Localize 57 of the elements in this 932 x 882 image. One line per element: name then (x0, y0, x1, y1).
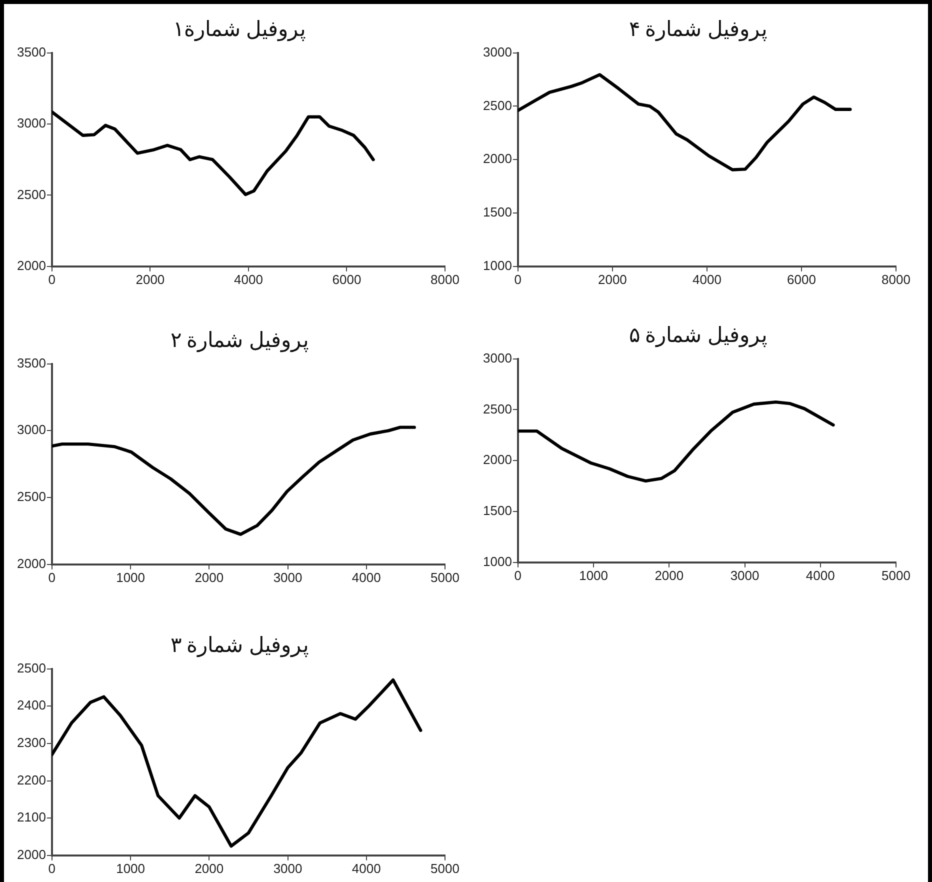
y-tick-label: 2500 (483, 401, 512, 416)
y-tick-label: 1000 (483, 554, 512, 569)
x-tick-label: 0 (48, 272, 56, 287)
y-tick-label: 3500 (17, 44, 46, 60)
y-tick-label: 2500 (17, 489, 46, 504)
y-tick-label: 2500 (17, 186, 46, 202)
x-tick-label: 8000 (430, 272, 460, 287)
x-tick-label: 6000 (332, 272, 362, 287)
x-tick-label: 0 (514, 568, 522, 583)
x-tick-label: 5000 (430, 860, 460, 876)
x-tick-label: 8000 (882, 272, 910, 287)
x-tick-label: 4000 (806, 568, 835, 583)
y-tick-label: 2300 (17, 735, 46, 750)
x-tick-label: 2000 (194, 860, 224, 876)
x-tick-label: 3000 (273, 570, 302, 585)
x-tick-label: 6000 (787, 272, 816, 287)
x-tick-label: 0 (514, 272, 522, 287)
y-tick-label: 3000 (17, 116, 46, 131)
x-tick-label: 2000 (654, 568, 684, 583)
y-tick-label: 2000 (17, 258, 46, 273)
chart-title: پروفیل شمارة۱ (172, 16, 308, 44)
chart-title: پروفیل شمارة ۳ (169, 632, 310, 660)
x-tick-label: 2000 (598, 272, 627, 287)
y-tick-label: 1500 (483, 503, 512, 518)
y-tick-label: 2400 (17, 698, 46, 713)
x-tick-label: 4000 (352, 860, 381, 876)
x-tick-label: 5000 (430, 570, 460, 585)
x-tick-label: 5000 (882, 568, 910, 583)
y-tick-label: 3000 (483, 350, 512, 366)
x-tick-label: 4000 (234, 272, 263, 287)
x-tick-label: 0 (48, 860, 56, 876)
y-tick-label: 2000 (483, 151, 512, 166)
chart-title: پروفیل شمارة ۲ (169, 327, 310, 354)
y-tick-label: 2100 (17, 810, 46, 825)
x-tick-label: 1000 (579, 568, 608, 583)
x-tick-label: 2000 (194, 570, 224, 585)
y-tick-label: 2500 (483, 98, 512, 113)
y-tick-label: 2200 (17, 772, 46, 788)
y-tick-label: 2000 (17, 556, 46, 571)
y-tick-label: 2500 (17, 660, 46, 676)
x-tick-label: 4000 (692, 272, 722, 287)
y-tick-label: 2000 (483, 452, 512, 468)
y-tick-label: 1000 (483, 258, 512, 273)
chart-title: پروفیل شمارة ۵ (628, 322, 768, 350)
y-tick-label: 2000 (17, 846, 46, 862)
x-tick-label: 1000 (116, 570, 145, 585)
y-tick-label: 3000 (17, 422, 46, 438)
x-tick-label: 0 (48, 570, 56, 585)
x-tick-label: 1000 (116, 860, 145, 876)
x-tick-label: 2000 (136, 272, 165, 287)
x-tick-label: 4000 (352, 570, 381, 585)
chart-title: پروفیل شمارة ۴ (628, 16, 768, 44)
y-tick-label: 3500 (17, 355, 46, 370)
y-tick-label: 3000 (483, 44, 512, 60)
x-tick-label: 3000 (273, 860, 302, 876)
x-tick-label: 3000 (730, 568, 760, 583)
y-tick-label: 1500 (483, 204, 512, 220)
